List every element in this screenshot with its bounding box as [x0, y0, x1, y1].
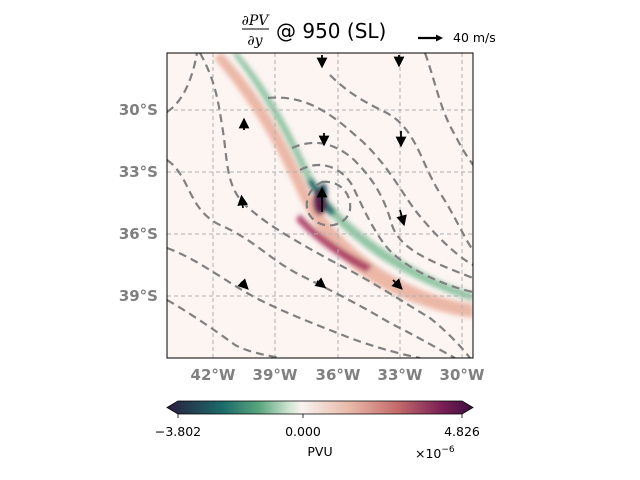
colorbar: −3.802 0.000 4.826 PVU ×10−6 [155, 400, 480, 461]
lon-labels: 42°W 39°W 36°W 33°W 30°W [191, 366, 485, 384]
wind-arrow-icon [237, 278, 249, 290]
lat-label: 30°S [119, 101, 158, 119]
wind-arrow-icon [396, 209, 407, 227]
colorbar-mid-label: 0.000 [285, 424, 321, 439]
quiver-key-label: 40 m/s [453, 30, 496, 45]
colorbar-bar [166, 400, 474, 415]
contour-line [167, 159, 456, 358]
title-numerator: ∂PV [242, 13, 271, 29]
lon-label: 42°W [191, 366, 236, 384]
colorbar-multiplier: ×10−6 [415, 445, 455, 461]
quiver-key-arrowhead-icon [436, 34, 443, 42]
colorbar-unit: PVU [307, 444, 332, 459]
map-panel [166, 52, 474, 359]
lat-labels: 30°S 33°S 36°S 39°S [119, 101, 158, 305]
contour-line [167, 299, 281, 358]
contour-line [299, 163, 473, 294]
wind-vectors [237, 55, 407, 290]
lon-label: 33°W [378, 366, 423, 384]
contour-line [329, 74, 473, 251]
plot-title: ∂PV ∂y @ 950 (SL) [242, 13, 387, 49]
lat-label: 39°S [119, 287, 158, 305]
contour-line [305, 180, 352, 227]
lat-label: 36°S [119, 225, 158, 243]
title-denominator: ∂y [247, 33, 263, 49]
wind-arrow-icon [237, 194, 249, 209]
contour-line [267, 96, 473, 266]
map-frame [166, 52, 474, 359]
lat-label: 33°S [119, 163, 158, 181]
gridlines [167, 53, 473, 358]
quiver-key: 40 m/s [418, 30, 496, 45]
colorbar-max-label: 4.826 [444, 424, 480, 439]
lon-label: 39°W [253, 366, 298, 384]
contour-line [167, 246, 421, 358]
contour-line [167, 53, 199, 113]
title-suffix: @ 950 (SL) [276, 19, 386, 43]
contour-line [199, 53, 471, 358]
lon-label: 30°W [440, 366, 485, 384]
lon-label: 36°W [316, 366, 361, 384]
colorbar-min-label: −3.802 [155, 424, 201, 439]
wind-arrow-icon [391, 278, 403, 290]
wind-arrow-icon [314, 277, 327, 289]
